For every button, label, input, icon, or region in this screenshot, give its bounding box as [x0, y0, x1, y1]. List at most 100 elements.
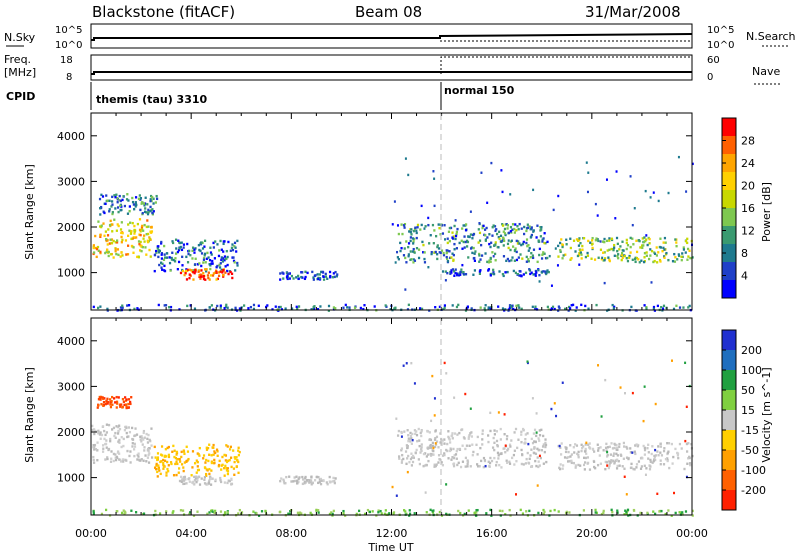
power-cell [490, 161, 493, 165]
velocity-cell [163, 455, 166, 458]
power-cell [155, 197, 159, 201]
power-cell [427, 223, 430, 227]
velocity-cell [445, 372, 448, 375]
velocity-cell [657, 445, 660, 448]
velocity-cell [101, 444, 105, 447]
velocity-cell [229, 456, 233, 459]
power-cell [461, 227, 464, 230]
velocity-cell [195, 480, 198, 484]
power-cell [621, 256, 624, 259]
velocity-cell [588, 442, 591, 445]
velocity-cell [142, 429, 146, 433]
power-cell [629, 236, 632, 240]
velocity-cell [397, 455, 401, 458]
colorbar-swatch [722, 172, 736, 191]
velocity-cell [437, 461, 440, 464]
power-cell [189, 253, 192, 257]
velocity-cell [240, 511, 244, 514]
velocity-cell [652, 459, 655, 463]
velocity-cell [499, 452, 502, 456]
velocity-cell [233, 473, 236, 476]
velocity-cell [542, 462, 545, 465]
velocity-cell [558, 467, 562, 471]
velocity-cell [525, 510, 528, 513]
power-cell [141, 245, 144, 249]
velocity-cell [328, 480, 331, 483]
velocity-cell [524, 462, 528, 465]
power-cell [440, 224, 443, 227]
velocity-cell [418, 439, 421, 442]
velocity-cell [449, 441, 452, 444]
power-cell [407, 253, 410, 256]
velocity-cell [520, 462, 523, 466]
power-cell [561, 245, 564, 249]
power-cell [685, 190, 688, 193]
velocity-cell [114, 436, 117, 439]
velocity-cell [175, 473, 178, 477]
power-cell [138, 218, 142, 221]
power-cell [578, 263, 581, 266]
velocity-cell [332, 509, 335, 513]
power-cell [394, 306, 397, 309]
velocity-cell [611, 511, 614, 514]
velocity-cell [213, 450, 216, 453]
velocity-cell [651, 461, 654, 464]
power-cell [110, 205, 113, 208]
power-cell [149, 205, 152, 209]
velocity-cell [495, 430, 499, 433]
velocity-cell [610, 442, 613, 445]
power-cell [487, 269, 490, 272]
power-cell [170, 256, 173, 260]
power-cell [133, 232, 136, 235]
velocity-cell [209, 475, 212, 479]
velocity-cell [564, 511, 568, 515]
power-cell [487, 306, 490, 309]
power-cell [629, 251, 632, 254]
colorbar-tick-label: -15 [741, 424, 759, 437]
velocity-cell [528, 457, 531, 461]
power-cell [196, 263, 200, 266]
power-cell [509, 240, 512, 243]
velocity-cell [533, 451, 536, 455]
velocity-cell [535, 464, 538, 468]
power-cell [625, 256, 628, 260]
power-cell [506, 270, 509, 274]
velocity-cell [413, 382, 416, 385]
velocity-cell [577, 455, 580, 459]
power-cell [236, 264, 239, 267]
nave-tick-top: 60 [707, 55, 720, 66]
velocity-cell [208, 453, 211, 456]
power-cell [119, 255, 122, 258]
velocity-cell [466, 462, 469, 465]
velocity-cell [631, 451, 634, 454]
velocity-cell [497, 411, 500, 414]
colorbar-swatch [722, 280, 736, 299]
power-cell [543, 252, 546, 255]
power-cell [222, 250, 225, 253]
power-cell [486, 260, 489, 264]
velocity-cell [542, 443, 545, 446]
velocity-cell [171, 511, 174, 514]
power-cell [454, 237, 457, 241]
power-cell [517, 240, 520, 243]
velocity-cell [666, 459, 669, 463]
power-cell [286, 274, 289, 278]
velocity-cell [170, 462, 173, 466]
velocity-cell [154, 509, 157, 513]
velocity-cell [194, 477, 197, 480]
power-cell [211, 274, 215, 277]
power-cell [139, 244, 142, 247]
power-cell [483, 228, 487, 231]
velocity-cell [597, 447, 600, 450]
power-cell [116, 223, 119, 226]
velocity-cell [589, 447, 592, 450]
power-cell [404, 288, 407, 291]
power-cell [182, 243, 186, 246]
velocity-cell [93, 432, 96, 436]
velocity-cell [322, 479, 325, 483]
power-cell [471, 251, 474, 255]
velocity-cell [176, 458, 179, 461]
velocity-cell [667, 450, 670, 453]
velocity-cell [214, 479, 217, 483]
power-cell [510, 231, 513, 234]
